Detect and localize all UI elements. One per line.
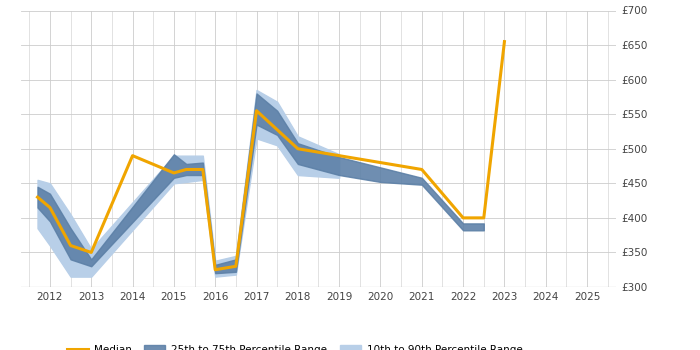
Legend: Median, 25th to 75th Percentile Range, 10th to 90th Percentile Range: Median, 25th to 75th Percentile Range, 1… xyxy=(62,341,527,350)
